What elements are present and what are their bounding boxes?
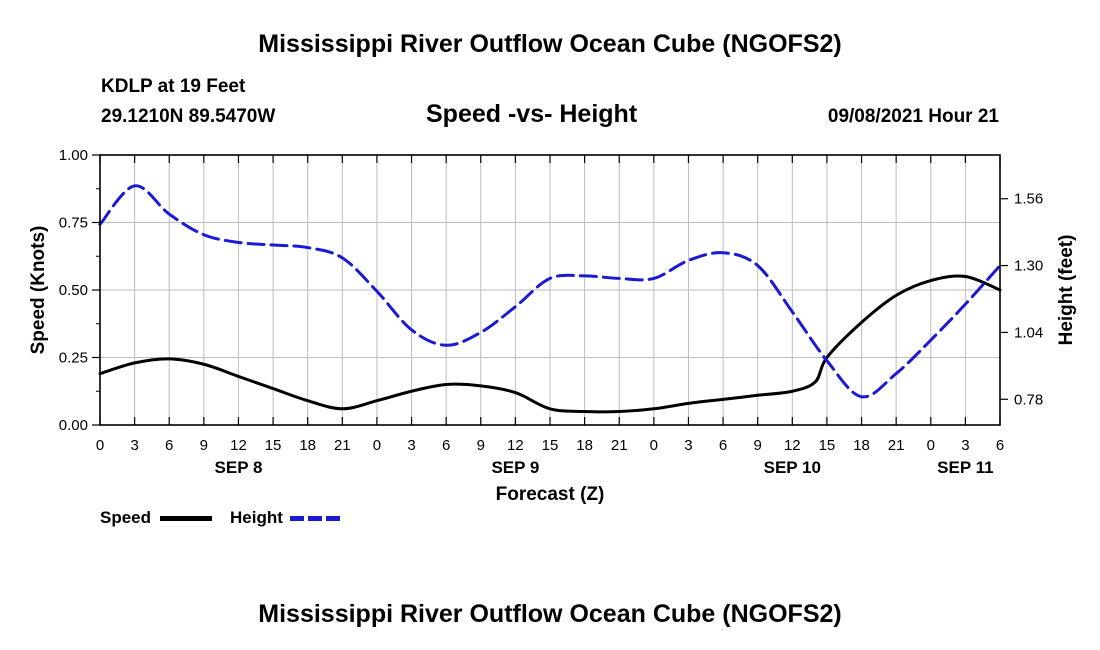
y2-tick-label: 1.56: [1014, 191, 1043, 208]
y-tick-label: 0.75: [59, 215, 88, 232]
x-tick-label: 15: [819, 437, 836, 454]
legend-speed-label: Speed: [100, 508, 152, 527]
x-tick-label: 6: [442, 437, 450, 454]
series-layer: [98, 184, 1002, 414]
x-tick-label: 6: [996, 437, 1004, 454]
x-tick-label: 18: [853, 437, 870, 454]
x-tick-label: 12: [230, 437, 247, 454]
x-tick-label: 3: [684, 437, 692, 454]
x-tick-label: 15: [542, 437, 559, 454]
x-tick-label: 0: [96, 437, 104, 454]
x-tick-label: 12: [784, 437, 801, 454]
height-series-line: [98, 184, 1002, 399]
date-label: SEP 8: [215, 458, 263, 477]
y2-tick-label: 1.30: [1014, 258, 1043, 275]
x-tick-label: 21: [888, 437, 905, 454]
y-tick-label: 0.00: [59, 417, 88, 434]
x-axis-label: Forecast (Z): [496, 484, 605, 505]
speed-series-line: [98, 274, 1002, 414]
x-tick-label: 9: [754, 437, 762, 454]
station-coordinates: 29.1210N 89.5470W: [101, 106, 276, 127]
speed-height-chart: 0 3 6 9 12 15 18 21 0 3 6 9 12 15 18 21 0 3 6 9 12 15 18 21 0 3 6S…: [28, 147, 1077, 505]
page-title-bottom: Mississippi River Outflow Ocean Cube (NG…: [258, 600, 842, 628]
y2-axis-label: Height (feet): [1056, 235, 1077, 346]
x-tick-label: 0: [927, 437, 935, 454]
y-tick-label: 1.00: [59, 147, 88, 164]
legend-speed-swatch: [160, 516, 212, 521]
legend-height-label: Height: [230, 508, 283, 527]
date-label: SEP 11: [937, 458, 993, 477]
x-tick-label: 9: [200, 437, 208, 454]
x-tick-label: 18: [299, 437, 316, 454]
y-tick-label: 0.25: [59, 350, 88, 367]
x-tick-label: 0: [650, 437, 658, 454]
date-label: SEP 9: [491, 458, 539, 477]
date-label: SEP 10: [764, 458, 821, 477]
x-tick-label: 0: [373, 437, 381, 454]
x-tick-label: 21: [611, 437, 628, 454]
y-axis-label: Speed (Knots): [28, 226, 49, 355]
station-name: KDLP at 19 Feet: [101, 76, 246, 97]
x-tick-label: 3: [130, 437, 138, 454]
x-tick-label: 6: [719, 437, 727, 454]
forecast-timestamp: 09/08/2021 Hour 21: [827, 106, 999, 127]
x-tick-label: 9: [477, 437, 485, 454]
legend-height-swatch: [290, 516, 342, 521]
x-tick-label: 18: [576, 437, 593, 454]
chart-subtitle: Speed -vs- Height: [426, 100, 638, 128]
x-tick-label: 3: [961, 437, 969, 454]
page-title-top: Mississippi River Outflow Ocean Cube (NG…: [258, 30, 842, 58]
x-tick-label: 12: [507, 437, 524, 454]
x-tick-label: 15: [265, 437, 282, 454]
chart-grid: [99, 154, 1001, 426]
y-tick-label: 0.50: [59, 282, 88, 299]
x-tick-label: 21: [334, 437, 351, 454]
axes-layer: 0 3 6 9 12 15 18 21 0 3 6 9 12 15 18 21 0 3 6 9 12 15 18 21 0 3 6S…: [59, 147, 1043, 477]
x-tick-label: 6: [165, 437, 173, 454]
y2-tick-label: 1.04: [1014, 324, 1043, 341]
y2-tick-label: 0.78: [1014, 391, 1043, 408]
x-tick-label: 3: [407, 437, 415, 454]
